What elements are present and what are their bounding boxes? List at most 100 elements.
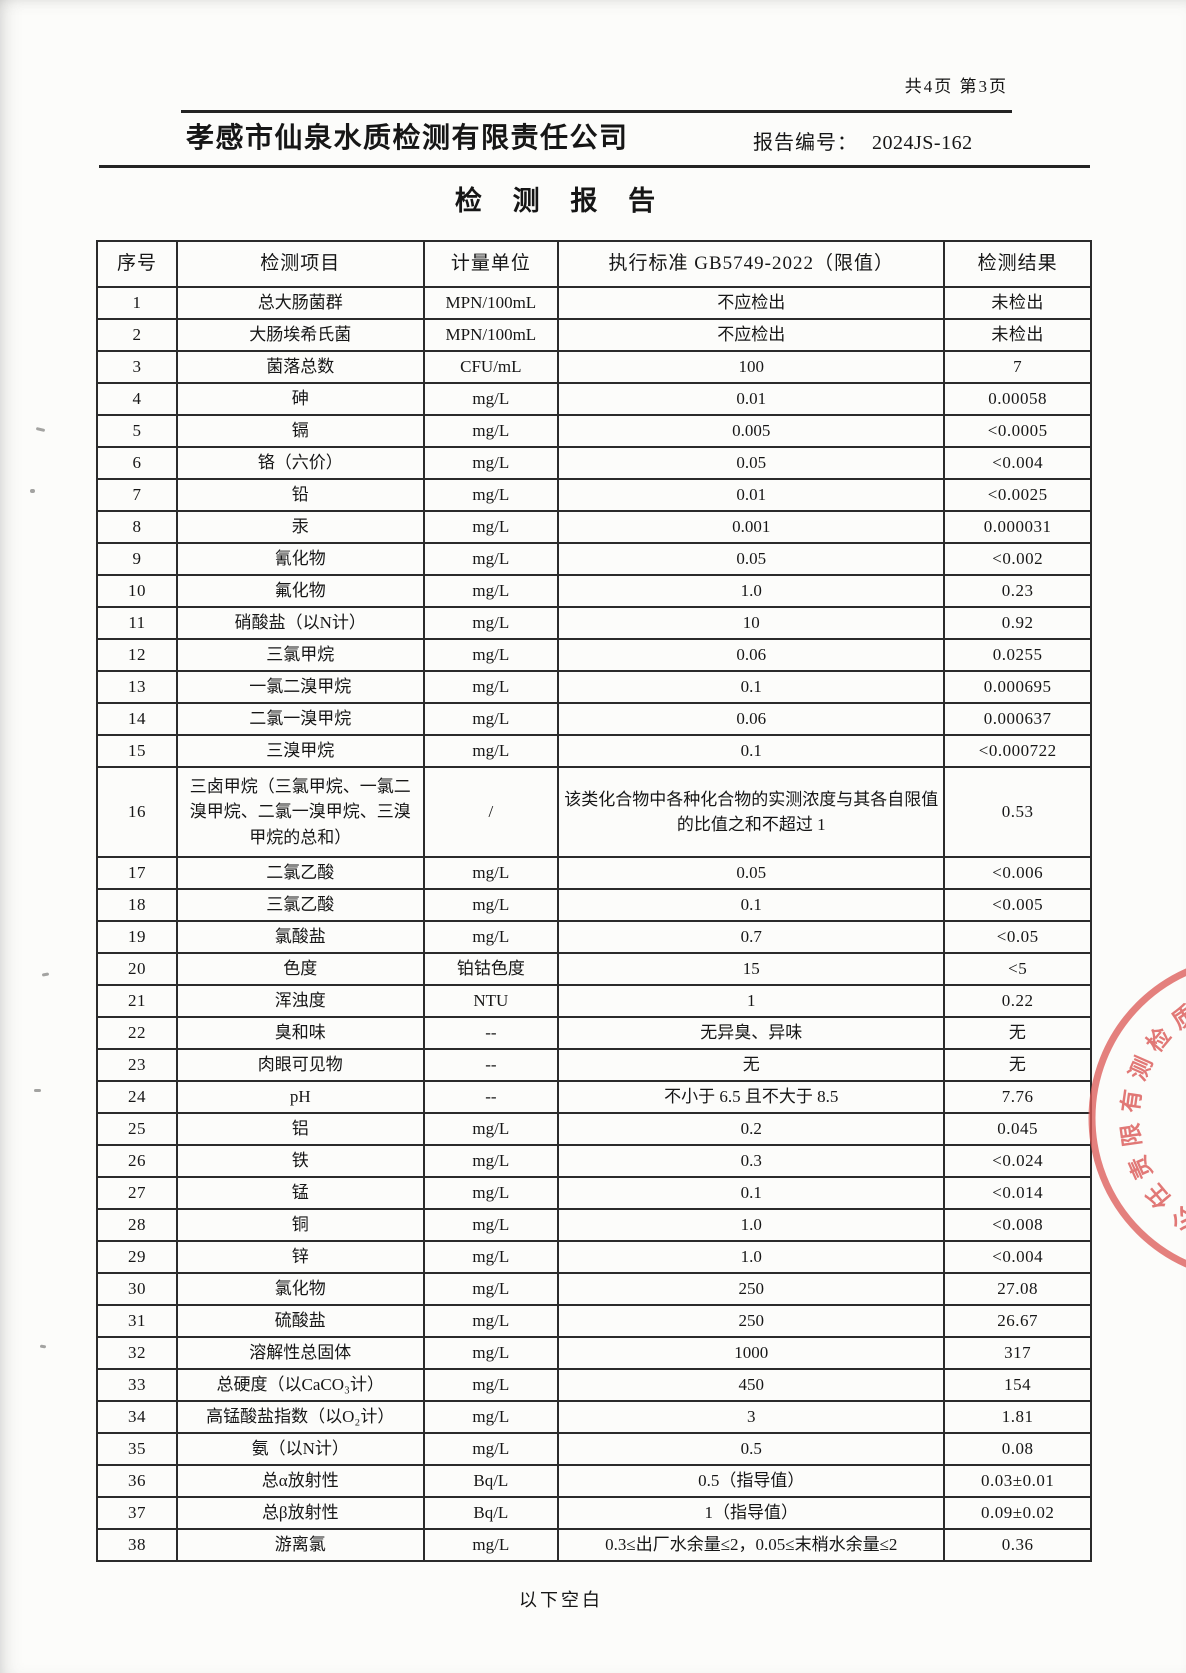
cell-item: 溶解性总固体 xyxy=(176,1336,425,1370)
cell-item: 总β放射性 xyxy=(176,1496,425,1530)
cell-seq: 34 xyxy=(95,1400,179,1434)
cell-seq: 11 xyxy=(95,606,179,640)
cell-result: <0.014 xyxy=(943,1176,1092,1210)
table-row: 7 铅 mg/L 0.01 <0.0025 xyxy=(95,478,1092,512)
cell-unit: NTU xyxy=(422,984,560,1018)
cell-unit: MPN/100mL xyxy=(422,318,560,352)
cell-result: <0.024 xyxy=(943,1144,1092,1178)
cell-seq: 9 xyxy=(95,542,179,576)
table-row: 27 锰 mg/L 0.1 <0.014 xyxy=(95,1176,1092,1210)
table-row: 19 氯酸盐 mg/L 0.7 <0.05 xyxy=(95,920,1092,954)
cell-result: 7.76 xyxy=(943,1080,1092,1114)
table-row: 24 pH -- 不小于 6.5 且不大于 8.5 7.76 xyxy=(95,1080,1092,1114)
cell-item: 三氯甲烷 xyxy=(176,638,425,672)
cell-unit: mg/L xyxy=(422,888,560,922)
table-row: 35 氨（以N计） mg/L 0.5 0.08 xyxy=(95,1432,1092,1466)
cell-item: 硝酸盐（以N计） xyxy=(176,606,425,640)
cell-result: <0.000722 xyxy=(943,734,1092,768)
cell-standard: 0.01 xyxy=(557,478,946,512)
cell-standard: 0.01 xyxy=(557,382,946,416)
table-row: 36 总α放射性 Bq/L 0.5（指导值） 0.03±0.01 xyxy=(95,1464,1092,1498)
cell-result: 7 xyxy=(943,350,1092,384)
report-number-value: 2024JS-162 xyxy=(872,132,973,154)
cell-standard: 0.1 xyxy=(557,888,946,922)
scan-speck xyxy=(30,489,35,493)
cell-unit: mg/L xyxy=(422,1240,560,1274)
cell-unit: mg/L xyxy=(422,1528,560,1562)
cell-item: 锌 xyxy=(176,1240,425,1274)
cell-seq: 5 xyxy=(95,414,179,448)
cell-result: 0.09±0.02 xyxy=(943,1496,1092,1530)
cell-standard: 0.05 xyxy=(557,856,946,890)
cell-standard: 10 xyxy=(557,606,946,640)
cell-seq: 1 xyxy=(95,286,179,320)
cell-unit: mg/L xyxy=(422,1272,560,1306)
cell-result: 0.000031 xyxy=(943,510,1092,544)
cell-standard: 1（指导值） xyxy=(557,1496,946,1530)
cell-unit: mg/L xyxy=(422,542,560,576)
cell-seq: 23 xyxy=(95,1048,179,1082)
cell-item: 铜 xyxy=(176,1208,425,1242)
cell-seq: 28 xyxy=(95,1208,179,1242)
cell-seq: 8 xyxy=(95,510,179,544)
scan-speck xyxy=(35,426,46,433)
cell-seq: 26 xyxy=(95,1144,179,1178)
header-standard: 执行标准 GB5749-2022（限值） xyxy=(557,240,946,288)
cell-seq: 29 xyxy=(95,1240,179,1274)
cell-unit: / xyxy=(422,766,560,858)
cell-unit: mg/L xyxy=(422,606,560,640)
cell-item: 氯酸盐 xyxy=(176,920,425,954)
cell-standard: 0.5（指导值） xyxy=(557,1464,946,1498)
cell-result: 0.92 xyxy=(943,606,1092,640)
cell-seq: 27 xyxy=(95,1176,179,1210)
cell-result: <0.008 xyxy=(943,1208,1092,1242)
cell-standard: 250 xyxy=(557,1304,946,1338)
cell-result: 0.03±0.01 xyxy=(943,1464,1092,1498)
cell-standard: 450 xyxy=(557,1368,946,1402)
cell-result: 1.81 xyxy=(943,1400,1092,1434)
cell-seq: 35 xyxy=(95,1432,179,1466)
cell-unit: -- xyxy=(422,1048,560,1082)
cell-standard: 1 xyxy=(557,984,946,1018)
cell-result: <0.0005 xyxy=(943,414,1092,448)
table-row: 18 三氯乙酸 mg/L 0.1 <0.005 xyxy=(95,888,1092,922)
seal-text: 孝感市仙泉水质检测有限责任公司 xyxy=(1117,1000,1186,1237)
cell-item: 高锰酸盐指数（以O₂计） xyxy=(176,1400,425,1434)
table-row: 22 臭和味 -- 无异臭、异味无 xyxy=(95,1016,1092,1050)
table-row: 26 铁 mg/L 0.3 <0.024 xyxy=(95,1144,1092,1178)
cell-result: 0.36 xyxy=(943,1528,1092,1562)
cell-item: 铁 xyxy=(176,1144,425,1178)
cell-seq: 21 xyxy=(95,984,179,1018)
table-row: 6 铬（六价） mg/L 0.05 <0.004 xyxy=(95,446,1092,480)
table-row: 23 肉眼可见物 -- 无无 xyxy=(95,1048,1092,1082)
cell-seq: 18 xyxy=(95,888,179,922)
cell-standard: 0.06 xyxy=(557,638,946,672)
cell-unit: MPN/100mL xyxy=(422,286,560,320)
table-row: 12 三氯甲烷 mg/L 0.06 0.0255 xyxy=(95,638,1092,672)
cell-item: pH xyxy=(176,1080,425,1114)
table-row: 8 汞 mg/L 0.001 0.000031 xyxy=(95,510,1092,544)
cell-unit: mg/L xyxy=(422,856,560,890)
table-row: 9 氰化物 mg/L 0.05 <0.002 xyxy=(95,542,1092,576)
cell-seq: 15 xyxy=(95,734,179,768)
cell-item: 镉 xyxy=(176,414,425,448)
cell-standard: 1.0 xyxy=(557,1208,946,1242)
svg-text:任: 任 xyxy=(1141,1179,1176,1214)
header-result: 检测结果 xyxy=(943,240,1092,288)
cell-item: 氰化物 xyxy=(176,542,425,576)
table-row: 28 铜 mg/L 1.0 <0.008 xyxy=(95,1208,1092,1242)
scan-speck xyxy=(41,972,50,977)
table-row: 30 氯化物 mg/L 250 27.08 xyxy=(95,1272,1092,1306)
cell-seq: 32 xyxy=(95,1336,179,1370)
cell-item: 砷 xyxy=(176,382,425,416)
cell-item: 游离氯 xyxy=(176,1528,425,1562)
cell-item: 汞 xyxy=(176,510,425,544)
svg-text:检: 检 xyxy=(1141,1022,1176,1056)
cell-standard: 0.001 xyxy=(557,510,946,544)
header-seq: 序号 xyxy=(95,240,179,288)
cell-item: 氨（以N计） xyxy=(176,1432,425,1466)
cell-seq: 17 xyxy=(95,856,179,890)
cell-item: 铅 xyxy=(176,478,425,512)
cell-item: 一氯二溴甲烷 xyxy=(176,670,425,704)
cell-item: 铬（六价） xyxy=(176,446,425,480)
